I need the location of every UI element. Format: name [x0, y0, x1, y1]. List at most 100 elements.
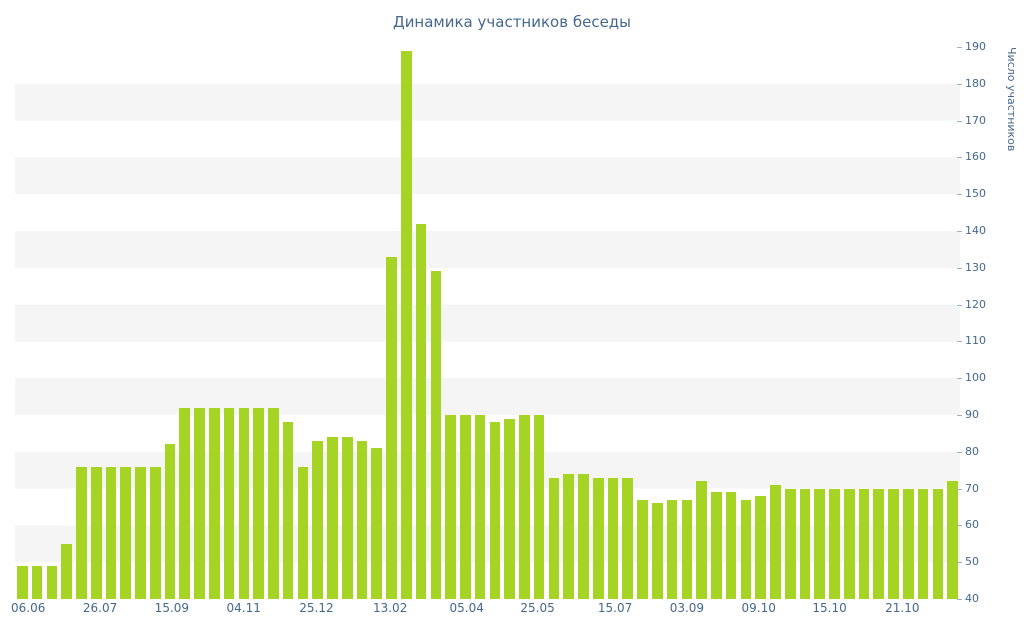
bar[interactable]	[740, 499, 752, 599]
bar[interactable]	[430, 271, 442, 599]
bar-slot	[606, 47, 621, 599]
y-axis-tick-mark	[957, 599, 962, 600]
bar[interactable]	[651, 503, 663, 599]
bar-slot	[679, 47, 694, 599]
bar-slot	[192, 47, 207, 599]
bar[interactable]	[533, 415, 545, 599]
y-axis-tick-mark	[957, 415, 962, 416]
bar[interactable]	[17, 565, 28, 599]
bar[interactable]	[341, 437, 353, 599]
bar[interactable]	[829, 488, 840, 599]
bar[interactable]	[592, 477, 604, 599]
bar-slot	[89, 47, 104, 599]
bar[interactable]	[770, 484, 781, 599]
bar-slot	[15, 47, 30, 599]
bar[interactable]	[607, 477, 619, 599]
y-axis-tick-mark	[957, 378, 962, 380]
bar[interactable]	[903, 488, 914, 599]
bar[interactable]	[873, 488, 885, 599]
y-axis-tick-label: 160	[965, 150, 986, 164]
bar[interactable]	[681, 499, 693, 599]
bar-slot	[399, 47, 414, 599]
y-axis-tick-mark	[957, 451, 962, 453]
bar-slot	[620, 47, 635, 599]
bar[interactable]	[696, 481, 707, 599]
bar[interactable]	[164, 444, 176, 599]
bar[interactable]	[932, 488, 944, 599]
bar[interactable]	[474, 415, 486, 599]
bar[interactable]	[858, 488, 870, 599]
bar[interactable]	[622, 477, 634, 599]
bar-slot	[724, 47, 739, 599]
bar[interactable]	[755, 495, 766, 599]
x-axis-tick-label: 25.05	[520, 601, 555, 615]
y-axis-tick-mark	[957, 304, 962, 306]
y-axis-tick-label: 50	[965, 555, 979, 569]
bar[interactable]	[445, 415, 456, 599]
bar[interactable]	[814, 488, 826, 599]
bar[interactable]	[61, 543, 72, 599]
bar[interactable]	[888, 488, 899, 599]
bar-slot	[45, 47, 60, 599]
bar[interactable]	[46, 565, 58, 599]
bar[interactable]	[563, 473, 575, 599]
bar[interactable]	[504, 418, 515, 599]
bar-slot	[59, 47, 74, 599]
bar[interactable]	[223, 407, 235, 599]
bar[interactable]	[799, 488, 811, 599]
bar[interactable]	[194, 407, 205, 599]
bar[interactable]	[253, 407, 264, 599]
bar[interactable]	[105, 466, 117, 599]
bar-slot	[857, 47, 872, 599]
bar[interactable]	[282, 422, 294, 599]
bar[interactable]	[666, 499, 678, 599]
bar[interactable]	[460, 415, 471, 599]
y-axis-tick-label: 100	[965, 371, 986, 385]
bar[interactable]	[637, 499, 648, 599]
bar[interactable]	[90, 466, 102, 599]
bar[interactable]	[548, 477, 560, 599]
bar[interactable]	[386, 256, 397, 599]
bar[interactable]	[371, 448, 383, 599]
bar[interactable]	[179, 407, 191, 599]
bar-slot	[281, 47, 296, 599]
bar-slot	[473, 47, 488, 599]
y-axis-tick-label: 60	[965, 518, 979, 532]
bar[interactable]	[76, 466, 87, 599]
bar[interactable]	[149, 466, 161, 599]
bar-slot	[547, 47, 562, 599]
bar[interactable]	[725, 492, 737, 599]
bar-slot	[163, 47, 178, 599]
bar[interactable]	[312, 440, 323, 599]
bar[interactable]	[578, 473, 589, 599]
x-axis-tick-label: 15.09	[154, 601, 190, 615]
bar[interactable]	[31, 565, 43, 599]
bar[interactable]	[489, 422, 501, 599]
bar[interactable]	[415, 223, 427, 599]
bar[interactable]	[917, 488, 929, 599]
bar-slot	[901, 47, 916, 599]
bar[interactable]	[120, 466, 132, 599]
y-axis-tick-mark	[957, 562, 962, 564]
bar-slot	[369, 47, 384, 599]
bar[interactable]	[327, 437, 338, 599]
bar[interactable]	[135, 466, 146, 599]
bar[interactable]	[356, 440, 368, 599]
bar[interactable]	[947, 481, 958, 599]
bar[interactable]	[711, 492, 722, 599]
bar[interactable]	[784, 488, 796, 599]
y-axis-tick-label: 110	[965, 334, 986, 348]
y-axis-tick-mark	[957, 525, 962, 527]
bar[interactable]	[400, 50, 412, 599]
bar[interactable]	[843, 488, 855, 599]
bar[interactable]	[209, 407, 220, 599]
bar-slot	[74, 47, 89, 599]
y-axis-tick-mark	[957, 231, 962, 232]
bar[interactable]	[268, 407, 279, 599]
bar[interactable]	[519, 415, 530, 599]
bar-slot	[812, 47, 827, 599]
bar[interactable]	[297, 466, 309, 599]
x-axis-tick-label: 25.12	[299, 601, 334, 615]
bar[interactable]	[238, 407, 250, 599]
